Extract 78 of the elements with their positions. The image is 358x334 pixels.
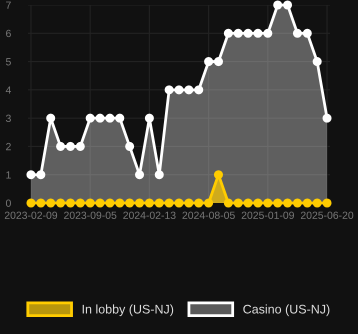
point — [224, 198, 233, 208]
point — [292, 198, 302, 208]
point — [283, 198, 292, 208]
point — [144, 198, 154, 208]
point — [164, 198, 174, 208]
y-tick-label: 1 — [6, 171, 11, 178]
point — [253, 28, 262, 38]
point — [46, 198, 56, 208]
point — [115, 114, 124, 123]
point — [115, 198, 124, 208]
point — [105, 114, 114, 123]
point — [174, 85, 184, 94]
point — [135, 198, 144, 208]
point — [312, 57, 322, 66]
x-tick-label: 2023-02-09 — [4, 212, 58, 219]
point — [322, 114, 332, 123]
point — [194, 198, 204, 208]
x-tick-label: 2024-02-13 — [123, 212, 176, 219]
point — [214, 57, 223, 66]
point — [273, 0, 282, 10]
point — [76, 198, 85, 208]
point — [96, 198, 105, 208]
point — [36, 170, 46, 180]
point — [66, 142, 75, 151]
point — [164, 85, 174, 94]
point — [244, 198, 253, 208]
point — [302, 198, 312, 208]
point — [46, 114, 56, 123]
point — [174, 198, 184, 208]
point — [105, 198, 114, 208]
point — [204, 57, 214, 66]
point — [253, 198, 262, 208]
point — [36, 198, 46, 208]
point — [26, 170, 36, 180]
point — [154, 198, 164, 208]
point — [234, 198, 243, 208]
point — [96, 114, 105, 123]
point — [234, 28, 243, 38]
y-tick-label: 5 — [6, 58, 11, 66]
point — [322, 198, 332, 208]
point — [135, 170, 144, 180]
point — [204, 198, 214, 208]
point — [283, 0, 292, 10]
point — [144, 114, 154, 123]
x-tick-label: 2023-09-05 — [64, 212, 116, 219]
y-tick-label: 7 — [6, 2, 11, 9]
point — [184, 198, 194, 208]
point — [154, 170, 164, 180]
y-tick-label: 6 — [6, 30, 11, 38]
point — [194, 85, 204, 94]
point — [292, 28, 302, 38]
x-tick-label: 2024-08-05 — [182, 212, 235, 219]
y-tick-label: 3 — [6, 114, 11, 122]
point — [244, 28, 253, 38]
legend-label: In lobby (US-NJ) — [82, 304, 174, 316]
point — [184, 85, 194, 94]
point — [273, 198, 282, 208]
y-tick-label: 4 — [6, 86, 12, 94]
point — [66, 198, 75, 208]
y-tick-label: 0 — [6, 200, 11, 207]
point — [86, 198, 95, 208]
point — [86, 114, 95, 123]
point — [26, 198, 36, 208]
point — [263, 198, 272, 208]
point — [125, 142, 134, 151]
x-tick-label: 2025-01-09 — [242, 212, 294, 219]
x-tick-label: 2025-06-20 — [300, 212, 354, 219]
point — [125, 198, 134, 208]
point — [56, 142, 66, 151]
point — [56, 198, 66, 208]
y-tick-label: 2 — [6, 142, 11, 150]
point — [312, 198, 322, 208]
point — [214, 170, 223, 180]
legend-label: Casino (US-NJ) — [243, 304, 330, 316]
point — [224, 28, 233, 38]
point — [302, 28, 312, 38]
point — [76, 142, 85, 151]
point — [263, 28, 272, 38]
